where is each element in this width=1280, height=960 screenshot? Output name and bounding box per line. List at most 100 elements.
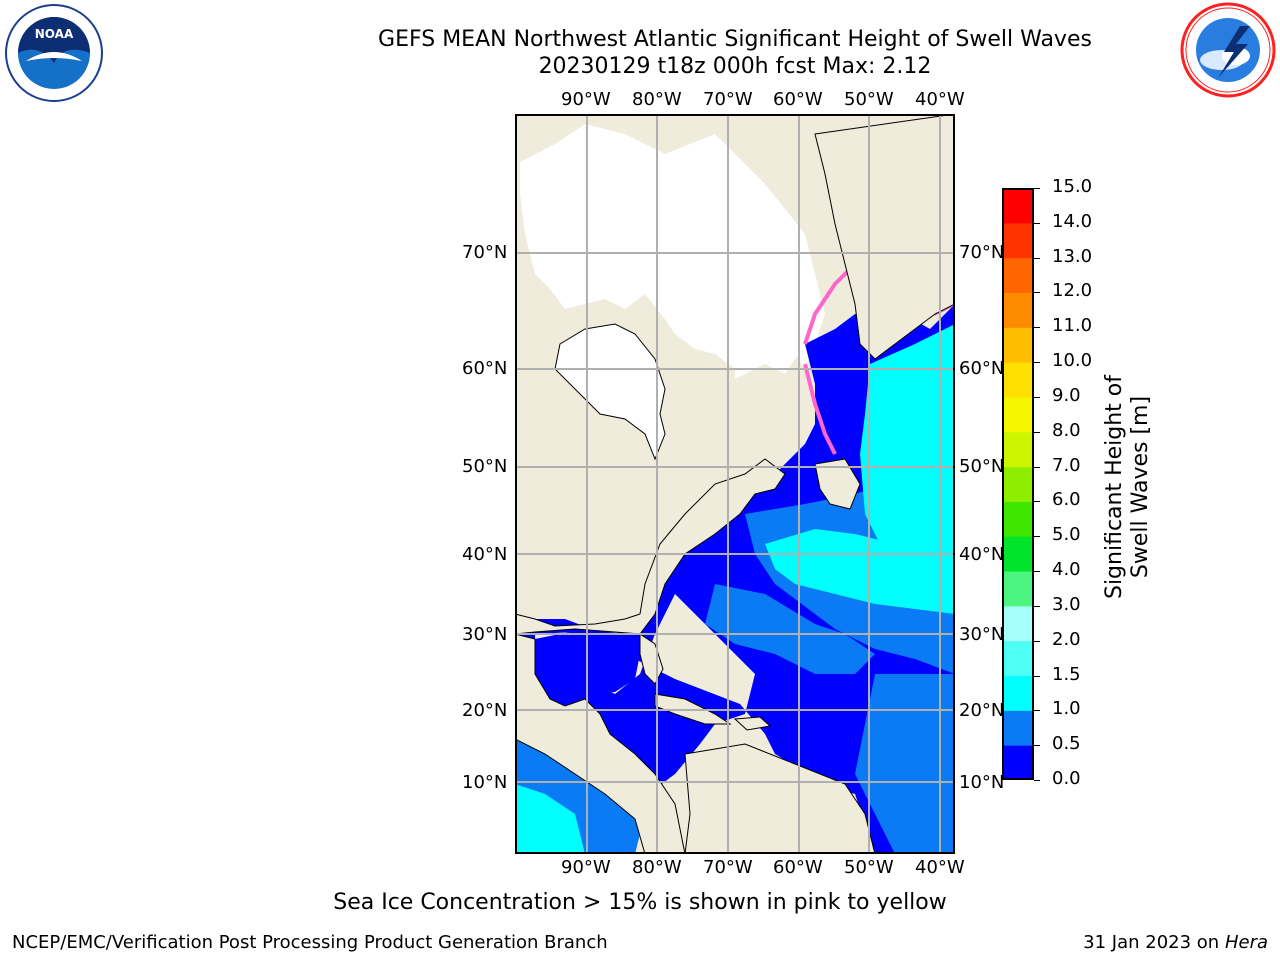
colorbar-swatches	[1002, 188, 1034, 781]
sea-ice-note: Sea Ice Concentration > 15% is shown in …	[333, 890, 947, 915]
colorbar-tick-label: 6.0	[1052, 489, 1081, 511]
colorbar-tick-label: 10.0	[1052, 350, 1093, 372]
colorbar-tick-mark	[1034, 327, 1040, 329]
colorbar-tick-label: 14.0	[1052, 210, 1093, 232]
footer-credit: NCEP/EMC/Verification Post Processing Pr…	[12, 932, 608, 953]
footer-date-text: 31 Jan 2023 on	[1083, 932, 1225, 953]
hudson-bay-ice	[554, 323, 666, 461]
colorbar-swatch	[1002, 222, 1034, 259]
colorbar-swatch	[1002, 362, 1034, 398]
colorbar-swatch	[1002, 292, 1034, 328]
colorbar-swatch	[1002, 745, 1034, 781]
colorbar-tick-label: 2.0	[1052, 628, 1081, 650]
lat-label-left-50n: 50°N	[462, 456, 508, 477]
colorbar-tick-label: 5.0	[1052, 524, 1081, 546]
colorbar-tick-mark	[1034, 571, 1040, 573]
colorbar-tick-mark	[1034, 501, 1040, 503]
nws-logo	[1178, 2, 1278, 102]
lat-label-right-10n: 10°N	[959, 772, 1005, 793]
colorbar-tick-label: 0.5	[1052, 733, 1081, 755]
colorbar-frame	[1002, 188, 1034, 780]
colorbar-tick-mark	[1034, 640, 1040, 642]
lat-label-right-40n: 40°N	[959, 544, 1005, 565]
colorbar-swatch	[1002, 396, 1034, 433]
colorbar-tick-mark	[1034, 710, 1040, 712]
colorbar	[1002, 188, 1034, 781]
ocean-mid-blue-3	[855, 674, 955, 854]
ocean-cyan-pacific	[515, 784, 585, 854]
colorbar-swatch	[1002, 571, 1034, 607]
noaa-logo-text: NOAA	[35, 27, 74, 41]
lon-label-bottom-40w: 40°W	[915, 857, 965, 878]
lat-label-left-40n: 40°N	[462, 544, 508, 565]
colorbar-tick-label: 13.0	[1052, 245, 1093, 267]
lon-label-top-60w: 60°W	[773, 89, 823, 110]
colorbar-tick-label: 0.0	[1052, 768, 1081, 789]
colorbar-tick-mark	[1034, 222, 1040, 224]
lon-label-top-50w: 50°W	[844, 89, 894, 110]
lat-label-left-30n: 30°N	[462, 624, 508, 645]
colorbar-swatch	[1002, 605, 1034, 642]
lat-label-right-60n: 60°N	[959, 358, 1005, 379]
footer-machine: Hera	[1224, 932, 1268, 953]
north-america-land	[514, 214, 786, 635]
colorbar-ticks: 0.0 0.5 1.0 1.5 2.0 3.0 4.0 5.0 6.0 7.0 8.0 9.0 10.0…	[1034, 176, 1100, 789]
colorbar-tick-label: 3.0	[1052, 593, 1081, 615]
colorbar-tick-mark	[1034, 292, 1040, 294]
lon-label-top-70w: 70°W	[703, 89, 753, 110]
colorbar-tick-mark	[1034, 536, 1040, 538]
colorbar-tick-label: 11.0	[1052, 315, 1093, 337]
lon-label-bottom-60w: 60°W	[773, 857, 823, 878]
lon-label-bottom-70w: 70°W	[703, 857, 753, 878]
lat-label-left-70n: 70°N	[462, 242, 508, 263]
lon-label-top-90w: 90°W	[561, 89, 611, 110]
lat-label-left-20n: 20°N	[462, 700, 508, 721]
colorbar-tick-label: 7.0	[1052, 454, 1081, 476]
newfoundland	[814, 458, 861, 510]
map-frame	[515, 114, 955, 854]
colorbar-tick-label: 12.0	[1052, 280, 1093, 302]
colorbar-label: Significant Height of Swell Waves [m]	[1102, 374, 1153, 600]
colorbar-swatch	[1002, 536, 1034, 572]
colorbar-tick-mark	[1034, 431, 1040, 433]
swell-height-map	[514, 113, 956, 855]
colorbar-tick-label: 15.0	[1052, 176, 1093, 197]
colorbar-swatch	[1002, 640, 1034, 677]
colorbar-tick-mark	[1034, 466, 1040, 468]
colorbar-tick-label: 9.0	[1052, 384, 1081, 406]
footer-date: 31 Jan 2023 on Hera	[1083, 932, 1268, 953]
ocean-deep-blue	[515, 304, 955, 854]
ocean-mid-blue-2	[705, 584, 875, 674]
lon-label-bottom-80w: 80°W	[632, 857, 682, 878]
colorbar-tick-label: 1.5	[1052, 663, 1081, 685]
south-america	[684, 743, 876, 855]
colorbar-swatch	[1002, 431, 1034, 468]
colorbar-swatch	[1002, 675, 1034, 711]
colorbar-swatch	[1002, 327, 1034, 363]
lat-label-right-50n: 50°N	[959, 456, 1005, 477]
colorbar-swatch	[1002, 188, 1034, 224]
lat-label-left-10n: 10°N	[462, 772, 508, 793]
lon-label-bottom-90w: 90°W	[561, 857, 611, 878]
colorbar-swatch	[1002, 257, 1034, 293]
colorbar-tick-mark	[1034, 605, 1040, 607]
colorbar-swatch	[1002, 710, 1034, 746]
colorbar-tick-label: 8.0	[1052, 419, 1081, 441]
colorbar-tick-mark	[1034, 675, 1040, 677]
plot-title: GEFS MEAN Northwest Atlantic Significant…	[378, 27, 1092, 52]
lat-label-right-20n: 20°N	[959, 700, 1005, 721]
lat-label-right-30n: 30°N	[959, 624, 1005, 645]
hispaniola	[733, 716, 772, 731]
map-panel	[514, 113, 956, 855]
colorbar-tick-mark	[1034, 188, 1040, 189]
lon-label-top-80w: 80°W	[632, 89, 682, 110]
map-gridlines	[515, 114, 955, 854]
ocean-cyan-mid	[765, 529, 955, 614]
colorbar-tick-label: 1.0	[1052, 698, 1081, 720]
colorbar-swatch	[1002, 466, 1034, 502]
lon-label-top-40w: 40°W	[915, 89, 965, 110]
plot-subtitle: 20230129 t18z 000h fcst Max: 2.12	[538, 54, 932, 79]
noaa-logo: NOAA	[4, 3, 104, 103]
colorbar-tick-mark	[1034, 780, 1040, 781]
colorbar-tick-mark	[1034, 745, 1040, 747]
